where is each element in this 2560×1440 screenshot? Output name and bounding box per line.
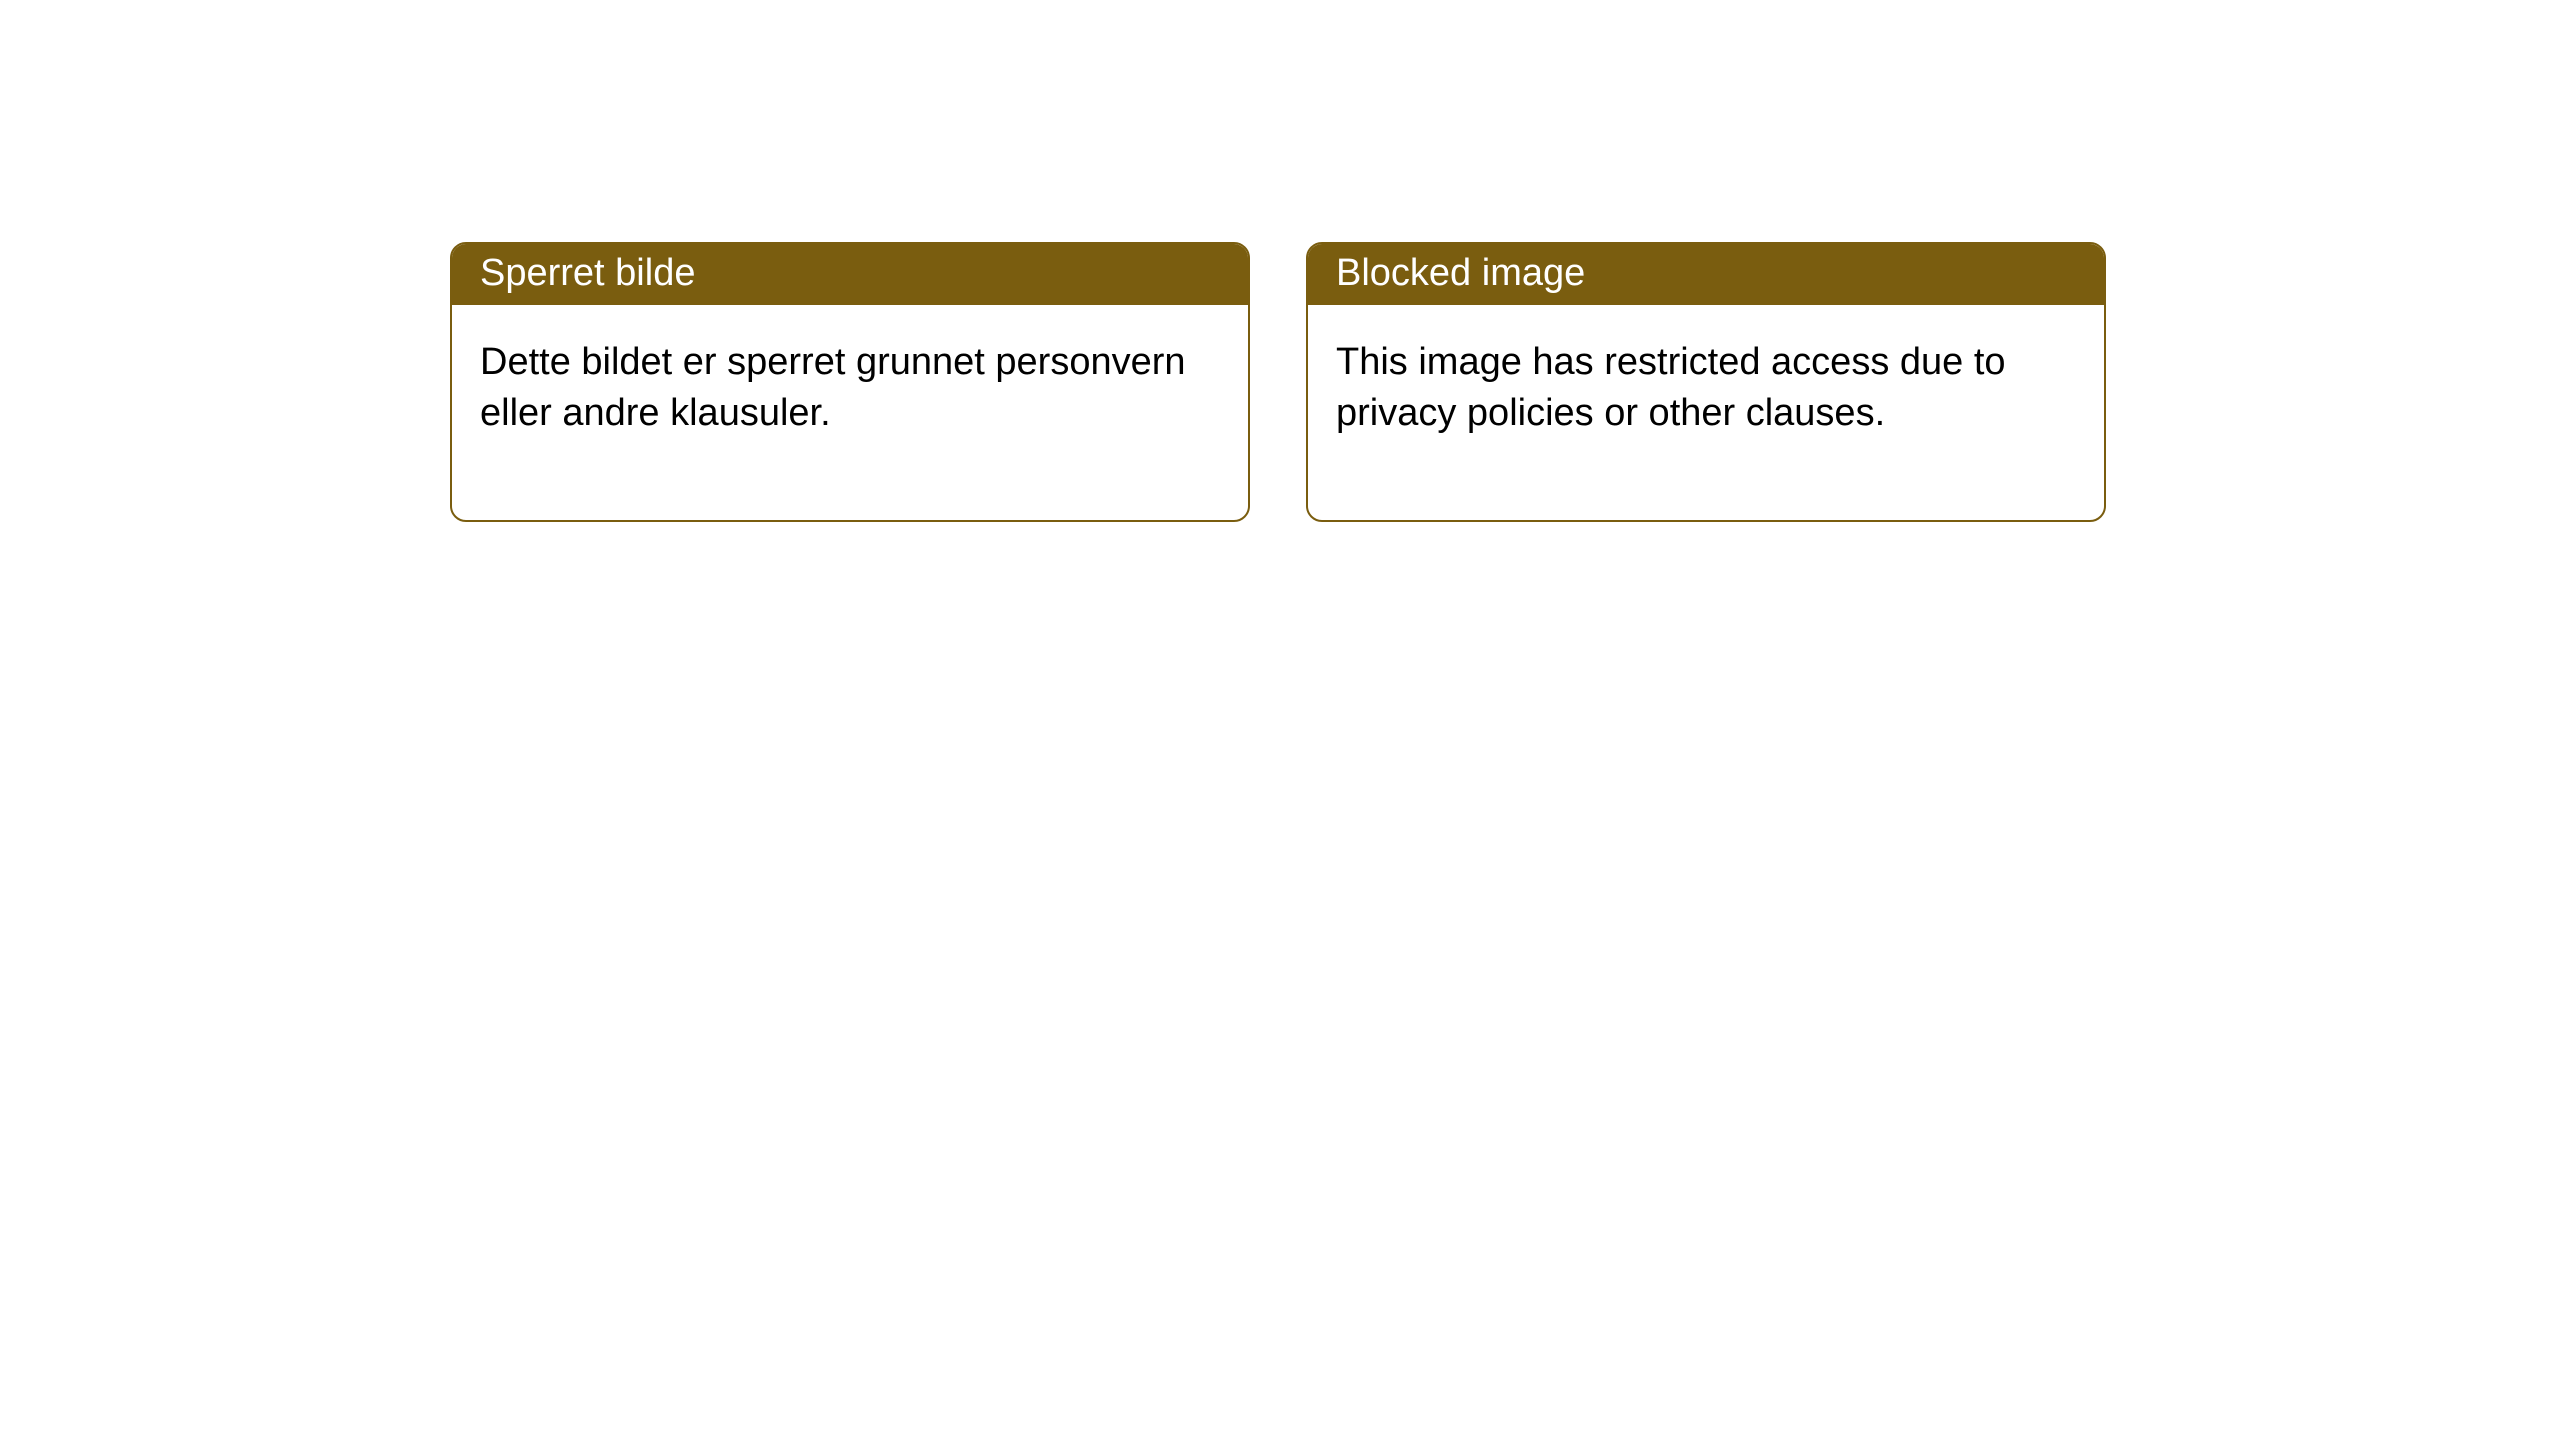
- notice-header-no: Sperret bilde: [452, 244, 1248, 305]
- notice-body-no: Dette bildet er sperret grunnet personve…: [452, 305, 1248, 520]
- notice-container: Sperret bilde Dette bildet er sperret gr…: [0, 0, 2560, 522]
- notice-message-en: This image has restricted access due to …: [1336, 341, 2006, 434]
- notice-body-en: This image has restricted access due to …: [1308, 305, 2104, 520]
- notice-message-no: Dette bildet er sperret grunnet personve…: [480, 341, 1186, 434]
- notice-title-no: Sperret bilde: [480, 252, 695, 294]
- notice-title-en: Blocked image: [1336, 252, 1585, 294]
- notice-header-en: Blocked image: [1308, 244, 2104, 305]
- notice-card-no: Sperret bilde Dette bildet er sperret gr…: [450, 242, 1250, 522]
- notice-card-en: Blocked image This image has restricted …: [1306, 242, 2106, 522]
